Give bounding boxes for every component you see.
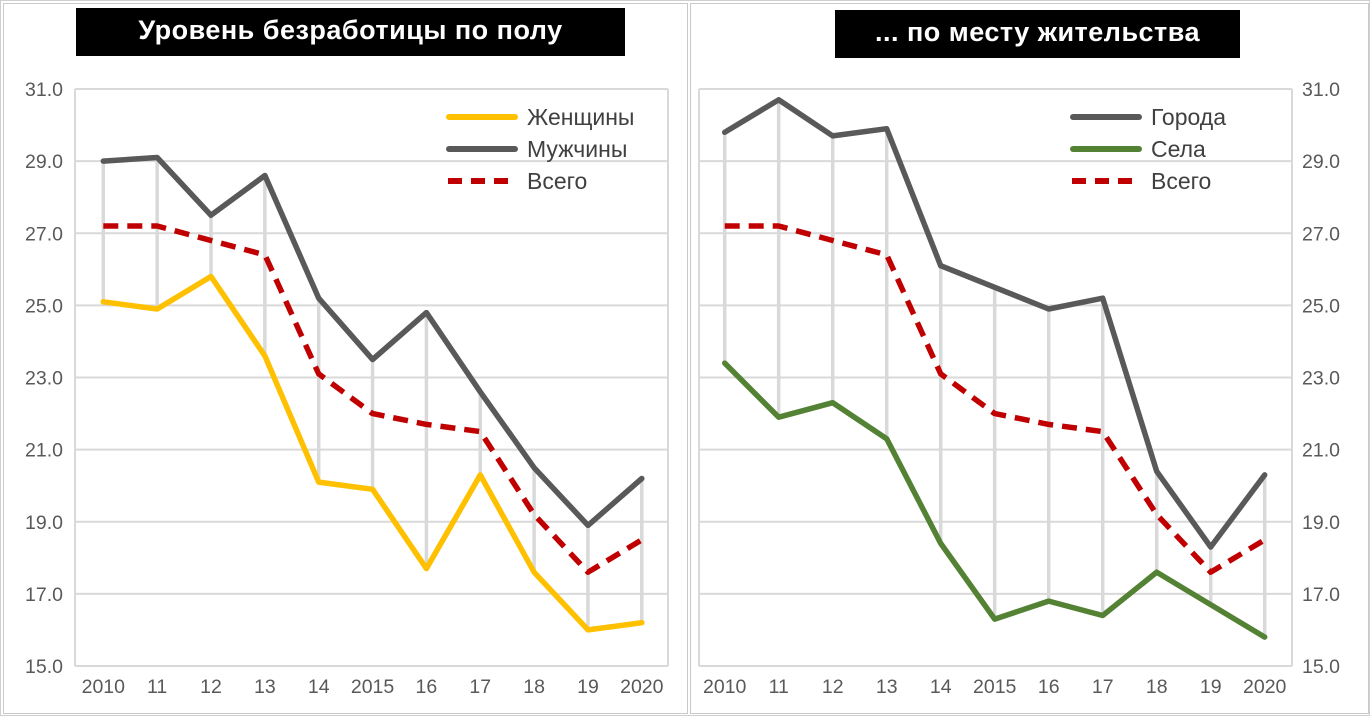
legend-dashed-line-icon (448, 178, 516, 184)
svg-text:18: 18 (1146, 676, 1168, 698)
legend-label: Всего (1151, 167, 1212, 194)
svg-text:11: 11 (147, 676, 167, 698)
legend-line-icon (1070, 114, 1142, 120)
svg-text:17.0: 17.0 (25, 584, 63, 606)
svg-text:2015: 2015 (973, 676, 1017, 698)
line-chart-gender-svg: 31.0 29.0 27.0 25.0 23.0 21.0 19.0 17.0 15.0 2010… (25, 79, 669, 698)
svg-text:27.0: 27.0 (1302, 223, 1340, 245)
legend-line-icon (446, 146, 518, 152)
chart-title-gender: Уровень безработицы по полу (76, 8, 625, 56)
svg-text:14: 14 (930, 676, 952, 698)
svg-text:2010: 2010 (703, 676, 747, 698)
chart-title-residence: ... по месту жительства (835, 10, 1240, 58)
svg-text:25.0: 25.0 (25, 295, 63, 317)
svg-text:18: 18 (523, 676, 545, 698)
legend-gender: Женщины Мужчины Всего (444, 101, 634, 197)
svg-text:21.0: 21.0 (25, 440, 63, 462)
legend-label: Женщины (527, 103, 635, 130)
line-chart-residence-svg: 31.0 29.0 27.0 25.0 23.0 21.0 19.0 17.0 15.0 2010… (698, 79, 1340, 698)
svg-text:2010: 2010 (82, 676, 126, 698)
svg-text:15.0: 15.0 (1302, 656, 1340, 678)
legend-item-villages: Села (1068, 133, 1226, 165)
svg-text:2015: 2015 (351, 676, 395, 698)
svg-text:19.0: 19.0 (1302, 512, 1340, 534)
svg-text:12: 12 (822, 676, 844, 698)
svg-text:31.0: 31.0 (1302, 79, 1340, 101)
svg-text:23.0: 23.0 (1302, 368, 1340, 390)
legend-dashed-line-icon (1072, 178, 1140, 184)
svg-text:21.0: 21.0 (1302, 440, 1340, 462)
legend-item-cities: Города (1068, 101, 1226, 133)
legend-label: Мужчины (527, 135, 628, 162)
legend-label: Села (1151, 135, 1206, 162)
svg-text:11: 11 (769, 676, 789, 698)
legend-line-icon (1070, 146, 1142, 152)
svg-text:13: 13 (254, 676, 276, 698)
legend-label: Города (1151, 103, 1226, 130)
svg-text:29.0: 29.0 (1302, 151, 1340, 173)
svg-text:23.0: 23.0 (25, 368, 63, 390)
svg-text:16: 16 (416, 676, 438, 698)
svg-text:17.0: 17.0 (1302, 584, 1340, 606)
svg-text:2020: 2020 (1243, 676, 1287, 698)
svg-text:27.0: 27.0 (25, 223, 63, 245)
legend-item-women: Женщины (444, 101, 634, 133)
svg-text:15.0: 15.0 (25, 656, 63, 678)
svg-text:12: 12 (200, 676, 222, 698)
svg-text:25.0: 25.0 (1302, 295, 1340, 317)
svg-text:17: 17 (469, 676, 491, 698)
svg-text:19.0: 19.0 (25, 512, 63, 534)
svg-text:13: 13 (876, 676, 898, 698)
chart-panel-gender: 31.0 29.0 27.0 25.0 23.0 21.0 19.0 17.0 15.0 2010… (3, 3, 688, 714)
legend-label: Всего (527, 167, 588, 194)
svg-text:17: 17 (1092, 676, 1114, 698)
svg-text:16: 16 (1038, 676, 1060, 698)
legend-item-men: Мужчины (444, 133, 634, 165)
legend-residence: Города Села Всего (1068, 101, 1226, 197)
svg-text:29.0: 29.0 (25, 151, 63, 173)
svg-text:2020: 2020 (620, 676, 664, 698)
svg-text:31.0: 31.0 (25, 79, 63, 101)
svg-text:14: 14 (308, 676, 330, 698)
svg-text:19: 19 (1200, 676, 1222, 698)
chart-panel-residence: 31.0 29.0 27.0 25.0 23.0 21.0 19.0 17.0 15.0 2010… (690, 3, 1369, 714)
legend-item-total: Всего (1068, 165, 1226, 197)
legend-item-total: Всего (444, 165, 634, 197)
legend-line-icon (446, 114, 518, 120)
svg-text:19: 19 (577, 676, 599, 698)
